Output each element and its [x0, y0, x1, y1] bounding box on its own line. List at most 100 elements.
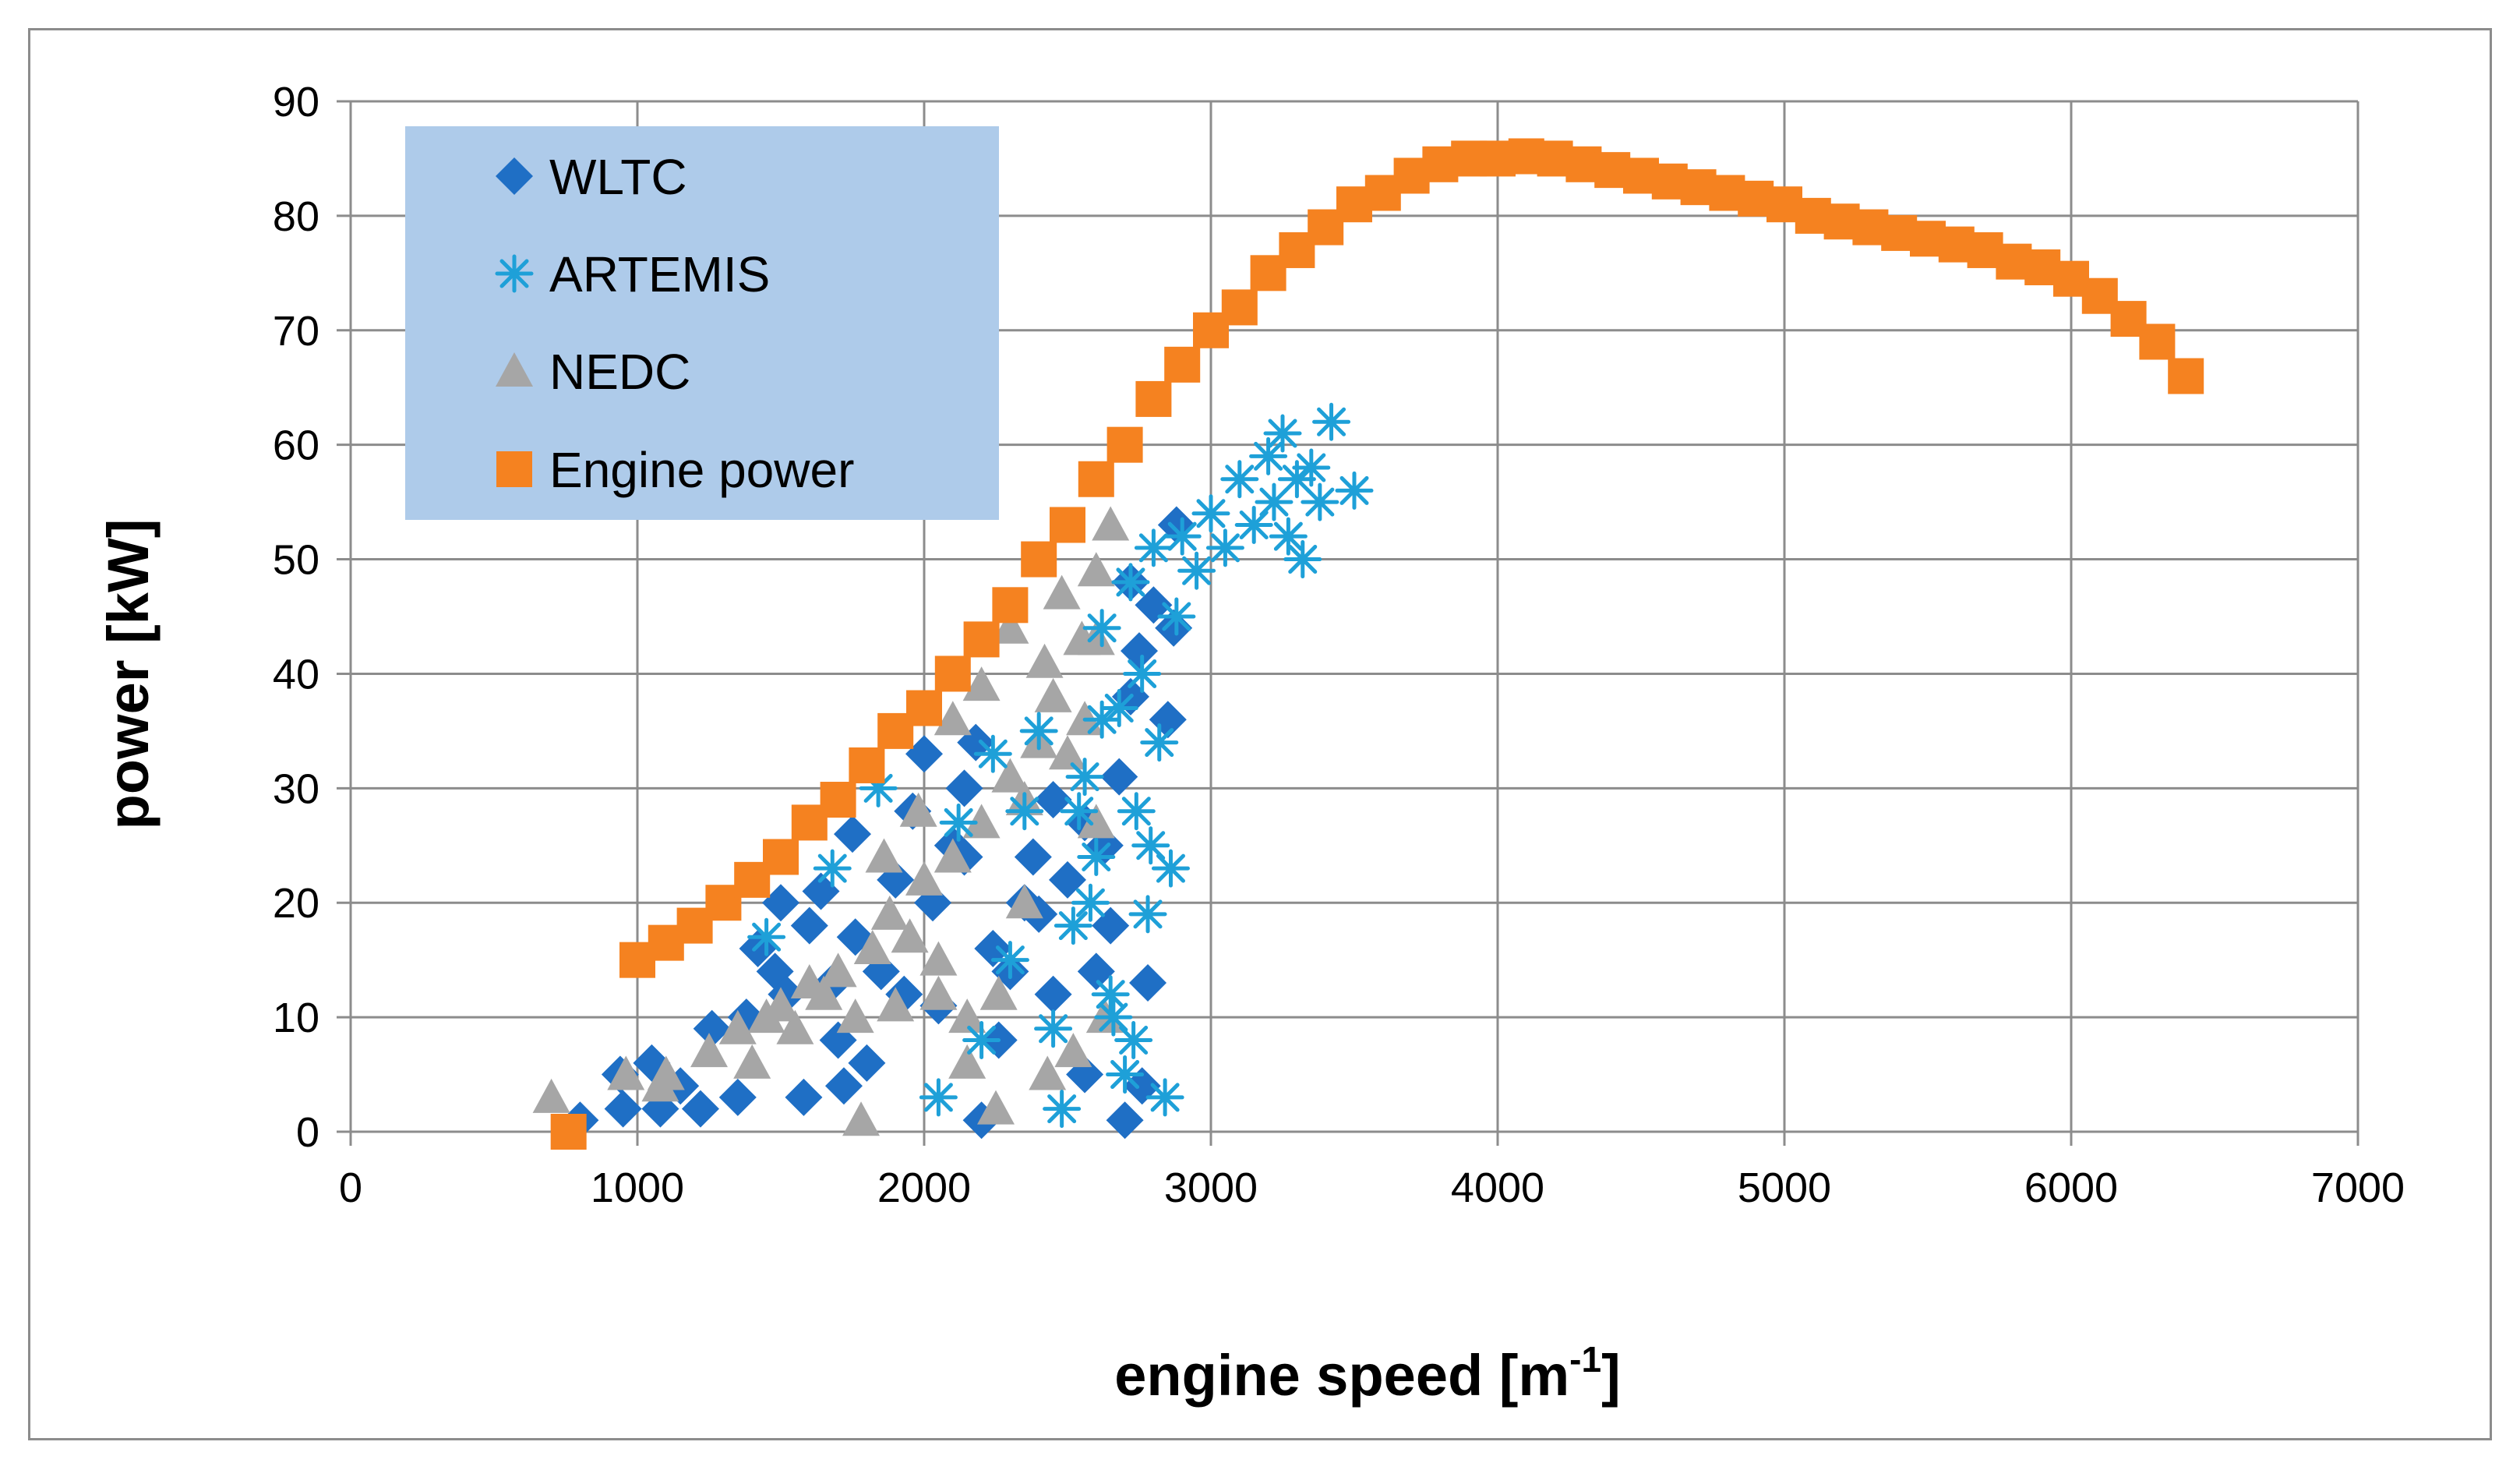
- artemis-point-7: [993, 943, 1027, 977]
- artemis-point-46: [1117, 1023, 1151, 1057]
- wltc-point-50: [1092, 906, 1130, 945]
- x-tick-label-4: 4000: [1451, 1164, 1544, 1211]
- artemis-point-0: [750, 920, 784, 954]
- artemis-point-22: [1131, 897, 1165, 931]
- x-tick-label-3: 3000: [1164, 1164, 1258, 1211]
- axes: [337, 100, 2359, 1146]
- engine-power-point-18: [1106, 426, 1143, 463]
- legend-item-wltc: WLTC: [496, 149, 687, 205]
- artemis-point-9: [1022, 714, 1056, 748]
- x-tick-labels: 0 1000 2000 3000 4000 5000 6000 7000: [339, 1164, 2405, 1211]
- artemis-point-5: [965, 1023, 999, 1057]
- x-axis-title-superscript: -1: [1569, 1339, 1601, 1380]
- nedc-point-47: [1043, 574, 1081, 610]
- wltc-point-41: [1100, 758, 1138, 796]
- engine-power-point-0: [550, 1114, 587, 1150]
- legend-label-wltc: WLTC: [549, 149, 687, 205]
- artemis-point-11: [1045, 1092, 1079, 1126]
- artemis-point-8: [1008, 794, 1042, 829]
- artemis-point-41: [1303, 485, 1337, 519]
- wltc-point-20: [834, 815, 871, 853]
- legend-marker-artemis: [497, 256, 531, 291]
- engine-power-point-6: [763, 839, 799, 875]
- wltc-point-29: [945, 769, 983, 807]
- nedc-point-16: [870, 895, 909, 930]
- engine-power-point-15: [1021, 541, 1057, 578]
- wltc-point-19: [824, 1067, 863, 1105]
- legend-label-engine-power: Engine power: [549, 442, 854, 498]
- x-tick-label-6: 6000: [2024, 1164, 2118, 1211]
- artemis-point-49: [1062, 794, 1096, 829]
- wltc-point-42: [1106, 1101, 1144, 1140]
- y-tick-label-4: 40: [273, 651, 319, 698]
- x-tick-label-5: 5000: [1738, 1164, 1831, 1211]
- artemis-point-19: [1114, 565, 1148, 599]
- x-tick-label-0: 0: [339, 1164, 362, 1211]
- legend: WLTC ARTEMIS NEDC Engine power: [405, 126, 999, 520]
- wltc-point-14: [785, 1078, 823, 1116]
- artemis-point-33: [1237, 507, 1271, 542]
- x-axis-title: engine speed [m-1]: [1114, 1339, 1620, 1408]
- artemis-point-24: [1142, 726, 1177, 760]
- artemis-point-3: [921, 1080, 955, 1115]
- artemis-point-37: [1271, 519, 1305, 553]
- artemis-point-42: [1315, 405, 1349, 439]
- artemis-point-6: [976, 737, 1010, 771]
- wltc-point-22: [848, 1044, 886, 1082]
- artemis-point-47: [1134, 829, 1168, 863]
- nedc-point-38: [1077, 552, 1115, 587]
- y-axis-title: power [kW]: [96, 519, 161, 830]
- engine-power-point-12: [934, 655, 971, 692]
- engine-power-point-20: [1164, 346, 1201, 383]
- y-tick-label-0: 0: [296, 1109, 319, 1156]
- engine-power-point-17: [1078, 461, 1114, 497]
- nedc-point-46: [1025, 643, 1064, 678]
- artemis-point-32: [1223, 462, 1257, 496]
- engine-power-point-8: [820, 782, 856, 818]
- y-tick-labels: 0 10 20 30 40 50 60 70 80 90: [273, 79, 319, 1156]
- artemis-point-20: [1119, 794, 1153, 829]
- engine-power-point-54: [2139, 323, 2176, 360]
- y-tick-label-6: 60: [273, 422, 319, 469]
- legend-item-artemis: ARTEMIS: [497, 246, 770, 302]
- artemis-point-15: [1085, 611, 1119, 645]
- artemis-point-13: [1068, 760, 1102, 794]
- artemis-point-39: [1286, 542, 1320, 577]
- legend-item-nedc: NEDC: [496, 344, 690, 400]
- x-tick-label-2: 2000: [877, 1164, 971, 1211]
- artemis-point-14: [1079, 839, 1114, 874]
- y-tick-label-1: 10: [273, 995, 319, 1041]
- artemis-point-43: [1337, 473, 1371, 507]
- artemis-point-18: [1108, 1058, 1142, 1092]
- artemis-point-45: [1096, 1000, 1131, 1034]
- nedc-point-4: [690, 1033, 728, 1068]
- wltc-point-45: [1129, 964, 1167, 1002]
- artemis-point-36: [1265, 416, 1300, 451]
- x-axis-title-suffix: ]: [1601, 1343, 1621, 1408]
- y-tick-label-9: 90: [273, 79, 319, 125]
- nedc-point-13: [836, 998, 874, 1034]
- artemis-point-25: [1148, 1080, 1182, 1115]
- legend-marker-engine-power: [496, 451, 532, 487]
- legend-item-engine-power: Engine power: [496, 442, 854, 498]
- wltc-point-34: [1014, 838, 1052, 876]
- x-axis-title-main: engine speed [m: [1114, 1343, 1569, 1408]
- nedc-point-0: [532, 1078, 570, 1113]
- legend-items: WLTC ARTEMIS NEDC Engine power: [496, 149, 854, 498]
- wltc-point-2: [604, 1090, 642, 1128]
- nedc-point-31: [1034, 677, 1072, 712]
- engine-power-point-22: [1221, 289, 1258, 326]
- wltc-point-8: [718, 1078, 757, 1116]
- y-tick-label-2: 20: [273, 880, 319, 927]
- artemis-point-27: [1159, 599, 1194, 634]
- artemis-point-21: [1125, 656, 1159, 691]
- engine-power-point-14: [992, 587, 1029, 624]
- artemis-point-44: [1073, 885, 1107, 920]
- engine-power-point-11: [906, 690, 942, 726]
- artemis-point-30: [1194, 496, 1228, 531]
- engine-power-point-16: [1050, 507, 1085, 543]
- artemis-point-40: [1294, 451, 1329, 485]
- artemis-point-34: [1251, 439, 1286, 473]
- nedc-point-49: [919, 975, 958, 1010]
